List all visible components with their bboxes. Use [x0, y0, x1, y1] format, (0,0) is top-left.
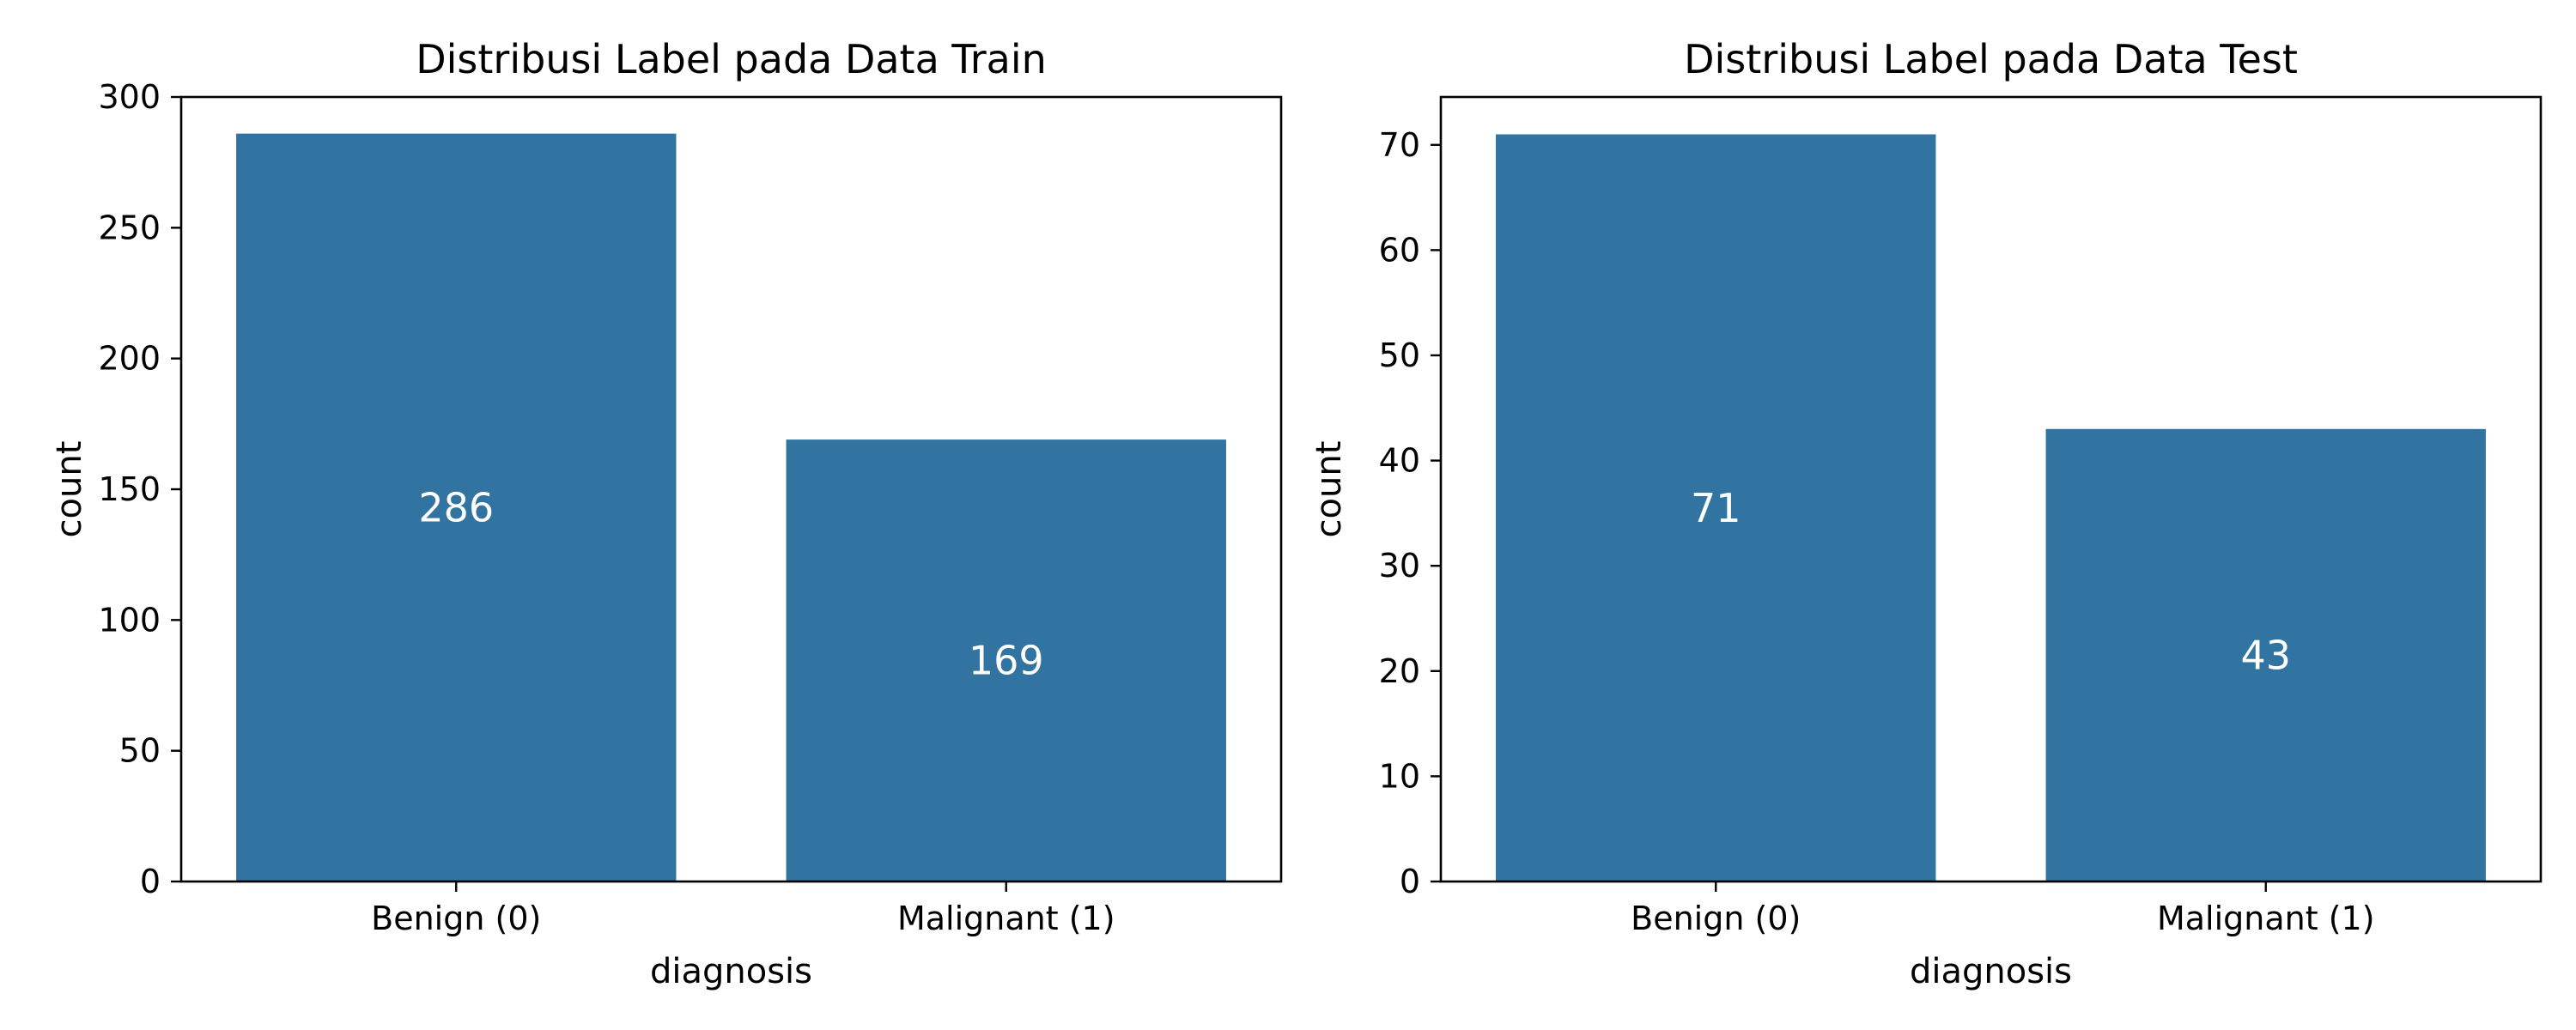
y-tick-label: 30 — [1379, 547, 1420, 585]
y-axis-label: count — [1309, 441, 1349, 538]
y-tick-label: 0 — [1400, 863, 1420, 900]
x-tick-label: Malignant (1) — [2157, 900, 2375, 937]
y-tick-label: 20 — [1379, 652, 1420, 690]
bar-value-label: 71 — [1691, 485, 1741, 531]
x-axis-label: diagnosis — [1910, 952, 2072, 991]
y-tick-label: 0 — [140, 863, 161, 900]
chart-panel-train: 286 Benign (0) 169 Malignant (1) 0 50 100 150 20… — [50, 36, 1283, 991]
y-tick-label: 60 — [1379, 231, 1420, 269]
y-tick-label: 250 — [98, 209, 161, 246]
y-tick-label: 50 — [119, 732, 161, 770]
y-axis-label: count — [50, 441, 89, 538]
plot-frame — [179, 95, 1283, 883]
x-tick-label: Benign (0) — [371, 900, 541, 937]
bar-value-label: 169 — [969, 638, 1044, 684]
y-tick-label: 50 — [1379, 336, 1420, 374]
bar-malignant — [786, 439, 1226, 882]
bar-malignant — [2045, 428, 2486, 882]
y-tick-label: 300 — [98, 78, 161, 116]
y-tick-label: 100 — [98, 601, 161, 639]
x-axis-label: diagnosis — [650, 952, 812, 991]
y-tick-label: 10 — [1379, 757, 1420, 795]
y-tick-label: 70 — [1379, 126, 1420, 164]
y-tick-label: 150 — [98, 470, 161, 508]
chart-title: Distribusi Label pada Data Train — [416, 36, 1047, 82]
chart-title: Distribusi Label pada Data Test — [1684, 36, 2298, 82]
bar-benign — [236, 133, 677, 882]
bar-value-label: 286 — [418, 484, 494, 530]
bar-benign — [1496, 134, 1936, 882]
plot-frame — [1439, 95, 2543, 883]
x-tick-label: Malignant (1) — [897, 900, 1115, 937]
bar-value-label: 43 — [2240, 632, 2291, 678]
x-tick-label: Benign (0) — [1631, 900, 1801, 937]
chart-panel-test: 71 Benign (0) 43 Malignant (1) 0 10 20 30 40 50 60… — [1309, 36, 2543, 991]
y-tick-label: 200 — [98, 340, 161, 378]
y-tick-label: 40 — [1379, 442, 1420, 480]
